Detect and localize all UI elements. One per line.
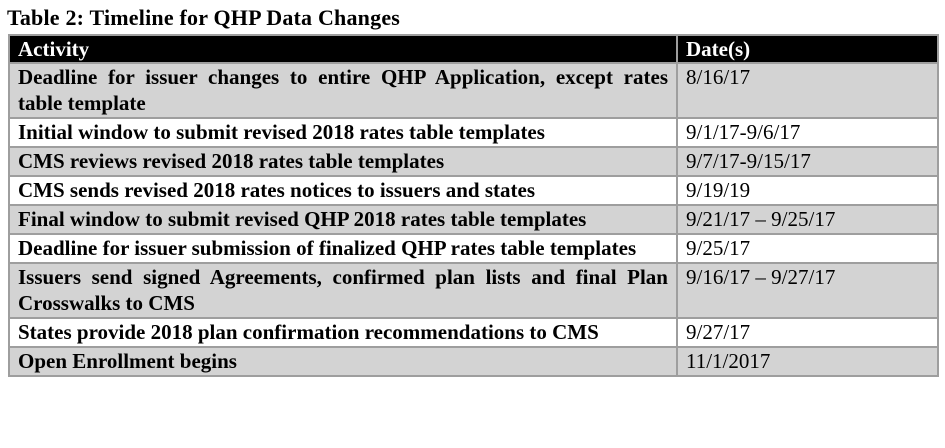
date-cell: 9/7/17-9/15/17 — [676, 146, 939, 177]
date-cell: 9/1/17-9/6/17 — [676, 117, 939, 148]
table-row: CMS sends revised 2018 rates notices to … — [8, 175, 939, 206]
activity-cell: Final window to submit revised QHP 2018 … — [8, 204, 678, 235]
date-cell: 9/25/17 — [676, 233, 939, 264]
date-cell: 11/1/2017 — [676, 346, 939, 377]
table-row: States provide 2018 plan confirmation re… — [8, 317, 939, 348]
header-row: Activity Date(s) — [8, 34, 939, 64]
activity-cell: CMS reviews revised 2018 rates table tem… — [8, 146, 678, 177]
activity-cell: Deadline for issuer changes to entire QH… — [8, 62, 678, 119]
column-header-dates: Date(s) — [676, 34, 939, 64]
table-row: Open Enrollment begins 11/1/2017 — [8, 346, 939, 377]
date-cell: 9/27/17 — [676, 317, 939, 348]
activity-cell: Open Enrollment begins — [8, 346, 678, 377]
table-row: Final window to submit revised QHP 2018 … — [8, 204, 939, 235]
activity-cell: Initial window to submit revised 2018 ra… — [8, 117, 678, 148]
activity-cell: CMS sends revised 2018 rates notices to … — [8, 175, 678, 206]
table-row: CMS reviews revised 2018 rates table tem… — [8, 146, 939, 177]
table-row: Deadline for issuer submission of finali… — [8, 233, 939, 264]
table-body: Deadline for issuer changes to entire QH… — [8, 62, 939, 377]
table-row: Initial window to submit revised 2018 ra… — [8, 117, 939, 148]
date-cell: 9/16/17 – 9/27/17 — [676, 262, 939, 319]
column-header-activity: Activity — [8, 34, 678, 64]
date-cell: 9/19/19 — [676, 175, 939, 206]
date-cell: 8/16/17 — [676, 62, 939, 119]
table-row: Issuers send signed Agreements, confirme… — [8, 262, 939, 319]
activity-cell: Deadline for issuer submission of finali… — [8, 233, 678, 264]
date-cell: 9/21/17 – 9/25/17 — [676, 204, 939, 235]
table-header: Activity Date(s) — [8, 34, 939, 64]
qhp-timeline-table: Activity Date(s) Deadline for issuer cha… — [8, 34, 939, 377]
activity-cell: Issuers send signed Agreements, confirme… — [8, 262, 678, 319]
table-row: Deadline for issuer changes to entire QH… — [8, 62, 939, 119]
table-title: Table 2: Timeline for QHP Data Changes — [7, 5, 401, 30]
activity-cell: States provide 2018 plan confirmation re… — [8, 317, 678, 348]
